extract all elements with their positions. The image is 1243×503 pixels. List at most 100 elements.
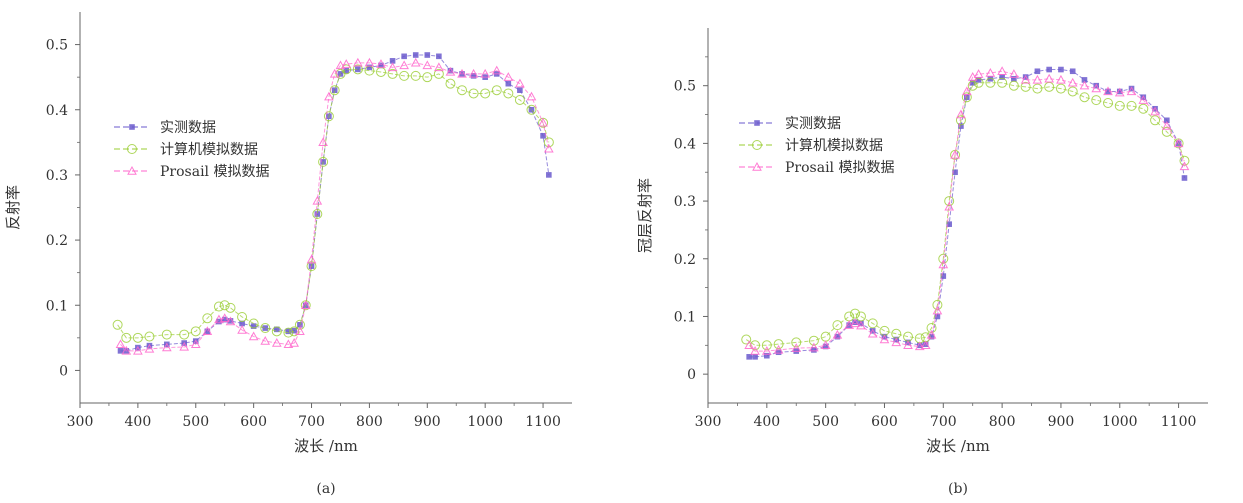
chart-a-x-tick-label: 900 bbox=[414, 414, 441, 430]
chart-a-data-point bbox=[306, 254, 317, 264]
chart-b-data-point bbox=[1093, 82, 1100, 89]
chart-a-x-tick-label: 300 bbox=[67, 414, 94, 430]
chart-a-data-point bbox=[503, 88, 514, 99]
chart-b-y-tick-label: 0.1 bbox=[674, 309, 696, 325]
chart-a-data-point bbox=[225, 302, 236, 313]
chart-a-data-point bbox=[237, 324, 247, 334]
chart-b-data-point bbox=[944, 201, 955, 211]
chart-a-data-point bbox=[445, 66, 456, 76]
chart-a-data-point bbox=[480, 68, 491, 78]
chart-b-data-point bbox=[1138, 103, 1149, 114]
chart-a-data-point bbox=[543, 143, 554, 153]
chart-b-data-point bbox=[1067, 77, 1078, 87]
chart-a-data-point bbox=[480, 88, 491, 99]
chart-b-y-tick-label: 0.5 bbox=[674, 79, 696, 95]
chart-b-data-point bbox=[1046, 66, 1052, 73]
chart-b-data-point bbox=[1179, 161, 1190, 171]
chart-b-x-tick-label: 400 bbox=[753, 414, 780, 430]
chart-a-data-point bbox=[225, 316, 236, 326]
chart-b-data-point bbox=[741, 334, 752, 345]
chart-a-data-point bbox=[491, 85, 502, 96]
chart-b-data-point bbox=[856, 320, 866, 330]
chart-a-data-point bbox=[526, 91, 537, 101]
chart-a-data-point bbox=[248, 331, 259, 341]
chart-b-data-point bbox=[932, 305, 943, 315]
chart-a-data-point bbox=[312, 195, 323, 205]
chart-b-data-point bbox=[952, 169, 958, 176]
chart-a-data-point bbox=[457, 85, 468, 96]
chart-b-data-point bbox=[791, 343, 802, 352]
chart-b-data-point bbox=[1032, 83, 1043, 94]
chart-a-data-point bbox=[283, 327, 294, 338]
chart-b-data-point bbox=[820, 340, 831, 350]
chart-a-data-point bbox=[329, 68, 340, 78]
chart-a-data-point bbox=[260, 323, 271, 334]
chart-a-data-point bbox=[179, 329, 190, 340]
chart-a-data-point bbox=[324, 91, 334, 101]
chart-a-data-point bbox=[410, 57, 421, 67]
chart-a-series-line bbox=[120, 62, 550, 352]
chart-a-legend-marker bbox=[127, 165, 137, 175]
chart-b-data-point bbox=[1181, 175, 1188, 181]
chart-a-data-point bbox=[289, 338, 300, 347]
chart-a-data-point bbox=[161, 329, 172, 340]
chart-a-data-point bbox=[132, 332, 143, 343]
chart-a-data-point bbox=[387, 68, 398, 79]
chart-a-caption: (a) bbox=[316, 481, 335, 497]
chart-a-data-point bbox=[294, 319, 305, 330]
chart-b-legend-marker bbox=[752, 140, 762, 150]
chart-b-data-point bbox=[1173, 138, 1184, 148]
chart-b-data-point bbox=[744, 340, 755, 350]
chart-a-y-axis-title: 反射率 bbox=[4, 185, 22, 230]
chart-a-data-point bbox=[260, 336, 271, 345]
chart-b-data-point bbox=[1150, 106, 1160, 116]
chart-b-data-point bbox=[832, 329, 843, 339]
chart-b-legend-marker bbox=[754, 120, 760, 126]
chart-b-data-point bbox=[808, 335, 819, 346]
chart-b-data-point bbox=[1138, 95, 1149, 104]
chart-a-data-point bbox=[424, 52, 431, 58]
chart-a-x-tick-label: 1100 bbox=[525, 414, 561, 430]
chart-a-x-tick-label: 500 bbox=[182, 414, 209, 430]
chart-b-data-point bbox=[985, 67, 996, 77]
chart-a-x-axis-title: 波长 /nm bbox=[294, 437, 358, 455]
chart-b-data-point bbox=[809, 342, 819, 352]
chart-a-data-point bbox=[271, 326, 282, 337]
chart-a-legend-marker bbox=[129, 124, 135, 130]
chart-b-data-point bbox=[961, 86, 972, 96]
chart-a-data-point bbox=[318, 156, 329, 167]
chart-a-data-point bbox=[538, 117, 548, 127]
chart-b-series-line bbox=[748, 70, 1185, 352]
chart-b-data-point bbox=[955, 115, 966, 126]
chart-a-data-point bbox=[491, 65, 502, 75]
chart-b-series-3 bbox=[744, 66, 1190, 355]
chart-a-data-point bbox=[300, 300, 311, 309]
chart-a-data-point bbox=[133, 345, 143, 355]
chart-a-y-tick-label: 0.4 bbox=[46, 103, 68, 119]
chart-b-data-point bbox=[844, 320, 855, 329]
chart-b-data-point bbox=[750, 346, 760, 355]
chart-b-data-point bbox=[938, 259, 949, 269]
chart-a-x-tick-label: 1000 bbox=[467, 414, 503, 430]
chart-a-data-point bbox=[323, 111, 334, 122]
chart-b-data-point bbox=[867, 328, 878, 338]
chart-a-y-tick-label: 0.3 bbox=[46, 168, 68, 184]
chart-a-data-point bbox=[202, 326, 213, 336]
chart-b-data-point bbox=[844, 311, 855, 322]
chart-a-data-point bbox=[526, 104, 537, 115]
chart-a-data-point bbox=[376, 59, 386, 68]
chart-b-data-point bbox=[1020, 74, 1031, 84]
chart-b-data-point bbox=[1034, 68, 1041, 75]
chart-b-data-point bbox=[752, 354, 758, 360]
chart-b-x-tick-label: 600 bbox=[871, 414, 898, 430]
chart-a-data-point bbox=[468, 68, 479, 78]
chart-b-x-tick-label: 800 bbox=[989, 414, 1016, 430]
chart-a-data-point bbox=[387, 62, 398, 72]
chart-b-data-point bbox=[773, 339, 784, 350]
chart-b-data-point bbox=[1103, 98, 1113, 108]
chart-a-data-point bbox=[289, 326, 300, 337]
chart-b-data-point bbox=[967, 80, 978, 91]
